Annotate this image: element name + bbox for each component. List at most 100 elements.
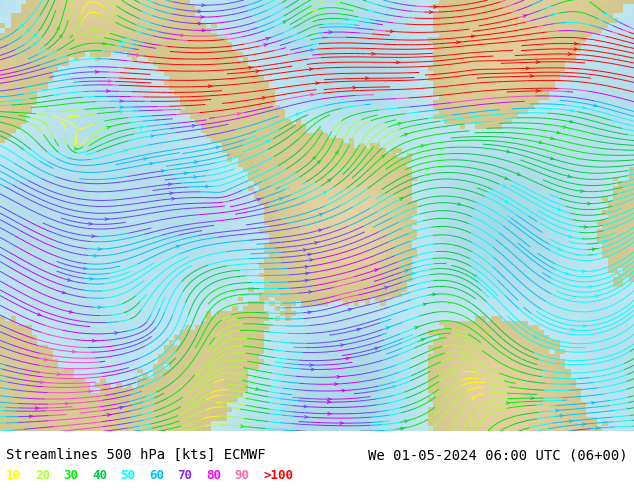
FancyArrowPatch shape	[316, 82, 320, 85]
FancyArrowPatch shape	[69, 311, 74, 313]
FancyArrowPatch shape	[311, 10, 316, 13]
FancyArrowPatch shape	[172, 197, 176, 200]
FancyArrowPatch shape	[550, 137, 555, 140]
FancyArrowPatch shape	[523, 15, 527, 18]
FancyArrowPatch shape	[44, 358, 48, 361]
FancyArrowPatch shape	[318, 229, 323, 232]
FancyArrowPatch shape	[92, 235, 96, 238]
FancyArrowPatch shape	[592, 401, 595, 404]
FancyArrowPatch shape	[57, 373, 61, 375]
FancyArrowPatch shape	[429, 11, 433, 14]
FancyArrowPatch shape	[558, 247, 562, 250]
FancyArrowPatch shape	[526, 67, 530, 70]
FancyArrowPatch shape	[588, 202, 592, 205]
FancyArrowPatch shape	[458, 203, 462, 205]
FancyArrowPatch shape	[266, 141, 269, 143]
FancyArrowPatch shape	[305, 266, 309, 268]
FancyArrowPatch shape	[328, 398, 332, 401]
FancyArrowPatch shape	[198, 22, 202, 25]
FancyArrowPatch shape	[136, 53, 140, 56]
FancyArrowPatch shape	[568, 175, 572, 177]
FancyArrowPatch shape	[505, 177, 508, 179]
FancyArrowPatch shape	[328, 413, 332, 415]
FancyArrowPatch shape	[595, 295, 599, 297]
FancyArrowPatch shape	[266, 38, 270, 40]
FancyArrowPatch shape	[56, 27, 59, 30]
FancyArrowPatch shape	[415, 327, 418, 329]
FancyArrowPatch shape	[401, 427, 404, 430]
FancyArrowPatch shape	[337, 375, 341, 378]
FancyArrowPatch shape	[36, 407, 39, 410]
FancyArrowPatch shape	[21, 147, 24, 150]
FancyArrowPatch shape	[303, 249, 307, 251]
FancyArrowPatch shape	[120, 106, 124, 109]
FancyArrowPatch shape	[107, 90, 110, 93]
FancyArrowPatch shape	[398, 122, 402, 125]
Text: We 01-05-2024 06:00 UTC (06+00): We 01-05-2024 06:00 UTC (06+00)	[368, 448, 628, 463]
FancyArrowPatch shape	[94, 254, 97, 257]
FancyArrowPatch shape	[89, 222, 93, 225]
FancyArrowPatch shape	[176, 245, 180, 248]
FancyArrowPatch shape	[181, 34, 184, 37]
FancyArrowPatch shape	[550, 157, 554, 160]
FancyArrowPatch shape	[323, 192, 326, 195]
FancyArrowPatch shape	[320, 213, 323, 216]
FancyArrowPatch shape	[346, 18, 350, 21]
FancyArrowPatch shape	[257, 198, 261, 201]
FancyArrowPatch shape	[311, 94, 314, 96]
FancyArrowPatch shape	[471, 35, 475, 38]
FancyArrowPatch shape	[62, 291, 66, 294]
FancyArrowPatch shape	[170, 192, 173, 195]
FancyArrowPatch shape	[451, 403, 454, 406]
FancyArrowPatch shape	[432, 293, 436, 296]
FancyArrowPatch shape	[536, 61, 540, 64]
FancyArrowPatch shape	[386, 327, 390, 329]
FancyArrowPatch shape	[59, 35, 62, 38]
FancyArrowPatch shape	[98, 248, 102, 250]
FancyArrowPatch shape	[507, 150, 510, 153]
FancyArrowPatch shape	[539, 141, 543, 144]
FancyArrowPatch shape	[198, 10, 202, 13]
FancyArrowPatch shape	[328, 179, 331, 182]
FancyArrowPatch shape	[335, 151, 338, 154]
FancyArrowPatch shape	[505, 200, 508, 203]
FancyArrowPatch shape	[107, 414, 111, 416]
FancyArrowPatch shape	[317, 161, 320, 164]
FancyArrowPatch shape	[560, 415, 564, 417]
FancyArrowPatch shape	[37, 313, 42, 316]
FancyArrowPatch shape	[98, 306, 102, 309]
FancyArrowPatch shape	[500, 409, 504, 411]
FancyArrowPatch shape	[309, 68, 313, 71]
FancyArrowPatch shape	[384, 287, 389, 289]
FancyArrowPatch shape	[195, 161, 198, 163]
FancyArrowPatch shape	[334, 383, 338, 386]
FancyArrowPatch shape	[93, 339, 96, 342]
Text: 80: 80	[206, 469, 221, 482]
FancyArrowPatch shape	[557, 208, 562, 211]
FancyArrowPatch shape	[192, 124, 196, 127]
FancyArrowPatch shape	[568, 52, 572, 55]
FancyArrowPatch shape	[304, 416, 308, 418]
FancyArrowPatch shape	[311, 49, 314, 51]
FancyArrowPatch shape	[74, 147, 77, 150]
FancyArrowPatch shape	[105, 218, 108, 220]
FancyArrowPatch shape	[120, 40, 124, 43]
FancyArrowPatch shape	[357, 328, 361, 331]
FancyArrowPatch shape	[41, 381, 44, 384]
FancyArrowPatch shape	[346, 357, 350, 360]
FancyArrowPatch shape	[140, 126, 144, 129]
Text: 50: 50	[120, 469, 136, 482]
FancyArrowPatch shape	[574, 42, 578, 45]
FancyArrowPatch shape	[20, 24, 23, 27]
FancyArrowPatch shape	[536, 90, 540, 92]
FancyArrowPatch shape	[563, 125, 567, 128]
FancyArrowPatch shape	[279, 197, 283, 200]
FancyArrowPatch shape	[67, 278, 72, 281]
FancyArrowPatch shape	[150, 162, 154, 165]
FancyArrowPatch shape	[304, 405, 307, 408]
FancyArrowPatch shape	[249, 66, 252, 69]
FancyArrowPatch shape	[399, 198, 403, 200]
FancyArrowPatch shape	[375, 347, 379, 350]
FancyArrowPatch shape	[283, 21, 286, 24]
FancyArrowPatch shape	[201, 16, 204, 19]
